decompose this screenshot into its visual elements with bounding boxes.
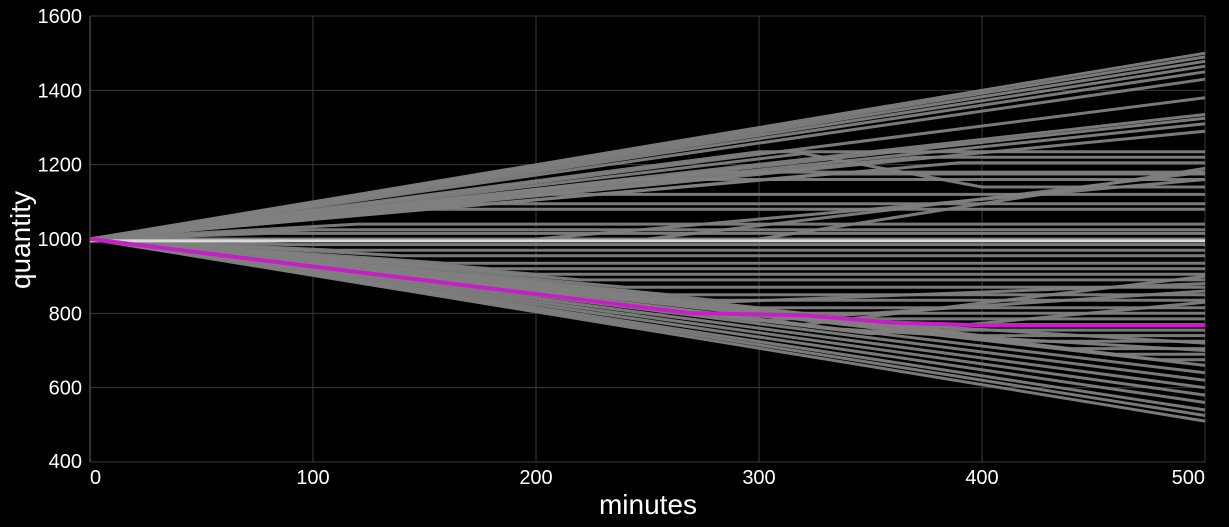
x-tick-label: 200 — [519, 467, 552, 489]
y-tick-label: 1000 — [38, 229, 83, 251]
series-line — [89, 150, 1205, 241]
series-line — [89, 77, 1206, 241]
series-line — [89, 237, 1206, 423]
x-tick-label: 500 — [1172, 467, 1205, 489]
series-line — [89, 155, 1205, 241]
x-tick-label: 100 — [296, 467, 329, 489]
y-tick-label: 1600 — [38, 6, 83, 28]
series-line — [89, 161, 1205, 241]
x-tick-label: 400 — [965, 467, 998, 489]
x-tick-label: 300 — [742, 467, 775, 489]
series-group — [89, 51, 1206, 423]
series-line — [89, 178, 1205, 241]
series-line — [89, 237, 1206, 306]
y-tick-label: 1400 — [38, 80, 83, 102]
highlighted-series-line — [89, 237, 1205, 328]
y-tick-label: 800 — [49, 303, 82, 325]
y-tick-label: 400 — [49, 451, 82, 473]
x-tick-label: 0 — [90, 467, 101, 489]
y-axis-title: quantity — [5, 191, 36, 289]
x-axis-title: minutes — [599, 489, 697, 520]
y-tick-label: 1200 — [38, 155, 83, 177]
tick-labels: 0 100 200 300 400 500 400 600 800 1000 1200 1400 160… — [38, 6, 1206, 489]
y-tick-label: 600 — [49, 378, 82, 400]
series-line — [89, 231, 1205, 241]
